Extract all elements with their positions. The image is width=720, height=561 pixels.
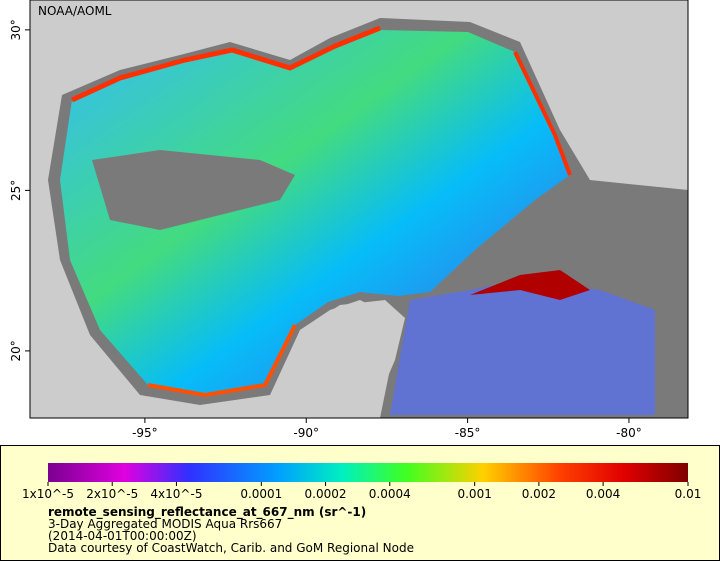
mexico-interior [92, 150, 295, 230]
legend-line: Data courtesy of CoastWatch, Carib. and … [48, 541, 414, 555]
ocean-data [60, 30, 570, 395]
lon-tick-label: -80° [616, 426, 642, 440]
colorbar-tick-label: 0.001 [457, 487, 491, 501]
lon-tick-label: -95° [132, 426, 158, 440]
map-area [30, 0, 688, 418]
colorbar-tick-label: 1x10^-5 [22, 487, 74, 501]
colorbar-tick-label: 0.0004 [369, 487, 411, 501]
lat-tick-label: 25° [9, 180, 23, 201]
yucatan [285, 300, 405, 418]
legend-line: (2014-04-01T00:00:00Z) [48, 529, 197, 543]
map-label: NOAA/AOML [38, 4, 112, 18]
lat-tick-label: 30° [9, 19, 23, 40]
coast-glow [513, 51, 572, 176]
caribbean-data [390, 280, 655, 415]
legend-title: remote_sensing_reflectance_at_667_nm (sr… [48, 505, 366, 520]
colorbar-tick-label: 0.002 [522, 487, 556, 501]
colorbar-tick-label: 0.0001 [240, 487, 282, 501]
colorbar-tick-label: 4x10^-5 [150, 487, 202, 501]
colorbar [48, 463, 688, 482]
colorbar-tick-label: 0.004 [586, 487, 620, 501]
colorbar-tick-label: 0.01 [675, 487, 702, 501]
legend-line: 3-Day Aggregated MODIS Aqua Rrs667 [48, 517, 282, 531]
cuba [470, 270, 590, 300]
lon-tick-label: -90° [293, 426, 319, 440]
colorbar-tick-label: 2x10^-5 [86, 487, 138, 501]
lon-tick-label: -85° [455, 426, 481, 440]
map-frame [29, 0, 689, 419]
florida [560, 40, 655, 170]
coast-glow [147, 324, 297, 398]
lat-tick-label: 20° [9, 340, 23, 361]
colorbar-tick-label: 0.0002 [305, 487, 347, 501]
coast-glow [70, 25, 381, 103]
